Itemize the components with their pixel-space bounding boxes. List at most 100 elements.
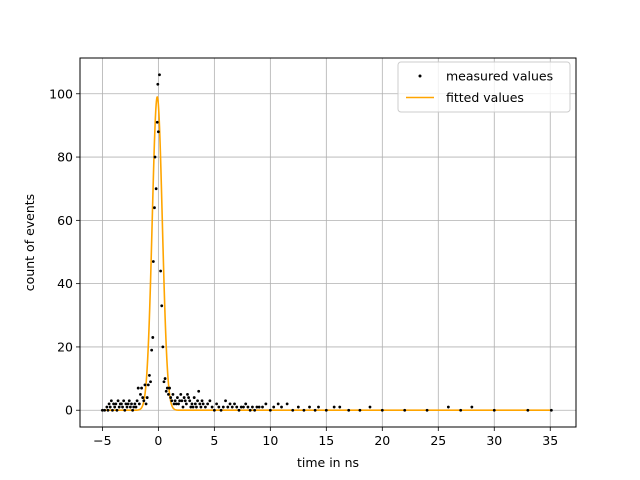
- measured-point: [217, 405, 221, 409]
- measured-point: [191, 405, 195, 409]
- measured-point: [187, 396, 191, 399]
- measured-point: [235, 405, 239, 409]
- measured-point: [115, 408, 119, 412]
- measured-point: [332, 405, 336, 409]
- measured-point: [109, 399, 113, 403]
- measured-point: [186, 393, 189, 396]
- measured-point: [233, 402, 236, 406]
- measured-point: [142, 399, 146, 403]
- measured-point: [308, 405, 311, 409]
- measured-point: [150, 348, 154, 352]
- measured-point: [177, 402, 180, 406]
- legend-marker-measured: [418, 74, 422, 78]
- x-axis-label: time in ns: [297, 455, 359, 470]
- measured-point: [251, 405, 254, 409]
- measured-point: [178, 399, 182, 403]
- x-tick-label: 5: [210, 433, 218, 448]
- measured-point: [184, 402, 188, 406]
- measured-point: [148, 374, 151, 377]
- measured-point: [291, 408, 295, 412]
- measured-point: [123, 408, 127, 412]
- measured-point: [160, 304, 164, 308]
- measured-series: [100, 73, 553, 412]
- measured-point: [176, 396, 179, 399]
- measured-point: [174, 402, 178, 406]
- measured-point: [108, 405, 112, 409]
- measured-point: [190, 402, 194, 406]
- measured-point: [368, 405, 372, 409]
- y-axis-ticks: 0 20 40 60 80 100: [49, 86, 80, 418]
- measured-point: [124, 402, 128, 406]
- measured-point: [246, 405, 250, 409]
- measured-point: [140, 386, 143, 390]
- measured-point: [134, 405, 138, 409]
- y-tick-label: 40: [57, 276, 73, 291]
- measured-point: [151, 260, 155, 263]
- measured-point: [153, 206, 156, 210]
- measured-point: [380, 408, 384, 412]
- measured-point: [302, 408, 306, 412]
- plot-frame: [79, 57, 577, 428]
- measured-point: [122, 399, 126, 403]
- measured-point: [132, 405, 136, 409]
- measured-point: [188, 399, 192, 403]
- measured-point: [255, 405, 259, 409]
- y-tick-label: 100: [49, 86, 73, 101]
- legend: measured values fitted values: [397, 61, 571, 113]
- measured-point: [192, 396, 196, 399]
- measured-point: [200, 399, 204, 403]
- measured-point: [155, 120, 159, 124]
- measured-point: [276, 402, 280, 406]
- measured-point: [144, 402, 148, 406]
- measured-point: [193, 402, 197, 406]
- legend-label-measured: measured values: [446, 69, 553, 84]
- measured-point: [189, 405, 193, 409]
- y-tick-label: 20: [57, 339, 73, 354]
- measured-point: [156, 82, 160, 86]
- measured-point: [253, 408, 257, 412]
- measured-point: [198, 402, 202, 406]
- measured-point: [168, 386, 171, 390]
- measured-point: [206, 402, 210, 406]
- measured-point: [226, 405, 230, 409]
- measured-point: [264, 402, 268, 406]
- measured-point: [153, 155, 157, 159]
- legend-label-fitted: fitted values: [446, 90, 524, 105]
- measured-point: [181, 405, 185, 409]
- x-tick-label: 35: [542, 433, 558, 448]
- measured-point: [139, 393, 142, 396]
- x-tick-label: 20: [374, 433, 390, 448]
- measured-point: [215, 402, 219, 406]
- measured-point: [162, 380, 166, 384]
- measured-point: [130, 402, 133, 406]
- measured-point: [164, 389, 168, 393]
- measured-point: [549, 408, 553, 412]
- measured-point: [133, 402, 137, 406]
- measured-point: [261, 405, 264, 409]
- measured-point: [268, 408, 272, 412]
- measured-point: [120, 402, 123, 406]
- measured-point: [126, 402, 130, 406]
- measured-point: [224, 399, 227, 403]
- measured-point: [210, 405, 214, 409]
- measured-point: [470, 405, 474, 409]
- measured-point: [127, 399, 131, 403]
- measured-point: [141, 396, 145, 399]
- measured-point: [425, 408, 429, 412]
- measured-point: [103, 408, 107, 412]
- x-axis-ticks: −5 0 5 10 15 20 25 30 35: [93, 427, 558, 448]
- x-tick-label: 30: [486, 433, 502, 448]
- measured-point: [107, 402, 111, 406]
- measured-point: [204, 405, 207, 409]
- y-tick-label: 0: [65, 403, 73, 418]
- measured-point: [285, 402, 289, 406]
- measured-point: [163, 377, 167, 380]
- y-tick-label: 80: [57, 150, 73, 165]
- measured-point: [317, 405, 320, 409]
- measured-point: [170, 399, 174, 403]
- measured-point: [208, 399, 212, 403]
- measured-point: [358, 408, 362, 412]
- measured-point: [100, 408, 104, 412]
- measured-point: [237, 408, 241, 412]
